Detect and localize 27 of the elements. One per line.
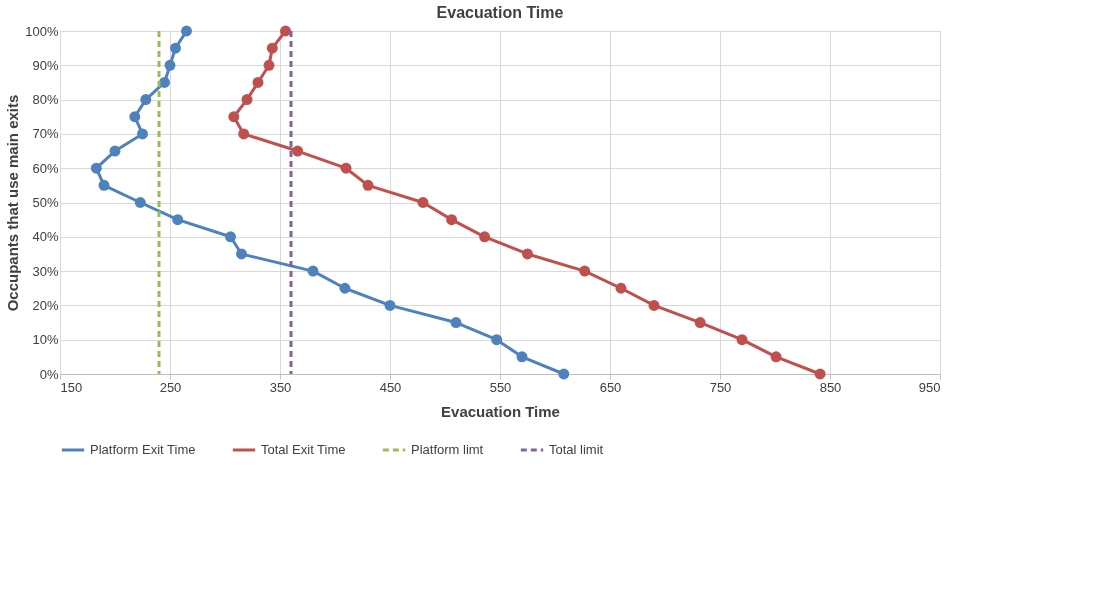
x-tick-label: 850 [819, 379, 842, 395]
y-axis-title: Occupants that use main exits [4, 94, 22, 312]
legend-label: Total Exit Time [261, 442, 346, 457]
y-tick-label: 80% [32, 92, 59, 108]
x-tick-label: 950 [918, 379, 941, 395]
x-tick-label: 150 [60, 379, 83, 395]
x-axis-title: Evacuation Time [441, 402, 560, 420]
y-tick-label: 0% [39, 366, 59, 382]
y-tick-label: 60% [32, 160, 59, 176]
chart-title: Evacuation Time [436, 4, 564, 21]
y-tick-label: 30% [32, 263, 59, 279]
x-tick-label: 650 [599, 379, 622, 395]
y-tick-label: 100% [25, 23, 59, 39]
legend-label: Platform limt [411, 442, 484, 457]
y-tick-label: 50% [32, 195, 59, 210]
legend-label: Total limit [549, 442, 604, 457]
y-tick-label: 40% [32, 229, 59, 245]
y-tick-label: 90% [32, 57, 59, 73]
x-tick-label: 350 [269, 379, 292, 395]
x-tick-label: 250 [159, 379, 182, 395]
y-tick-label: 10% [32, 332, 59, 348]
x-tick-label: 550 [489, 379, 512, 395]
x-tick-label: 450 [379, 379, 402, 395]
legend-label: Platform Exit Time [90, 442, 196, 457]
y-tick-label: 70% [32, 126, 59, 142]
x-tick-label: 750 [709, 379, 732, 395]
y-tick-label: 20% [32, 297, 59, 313]
